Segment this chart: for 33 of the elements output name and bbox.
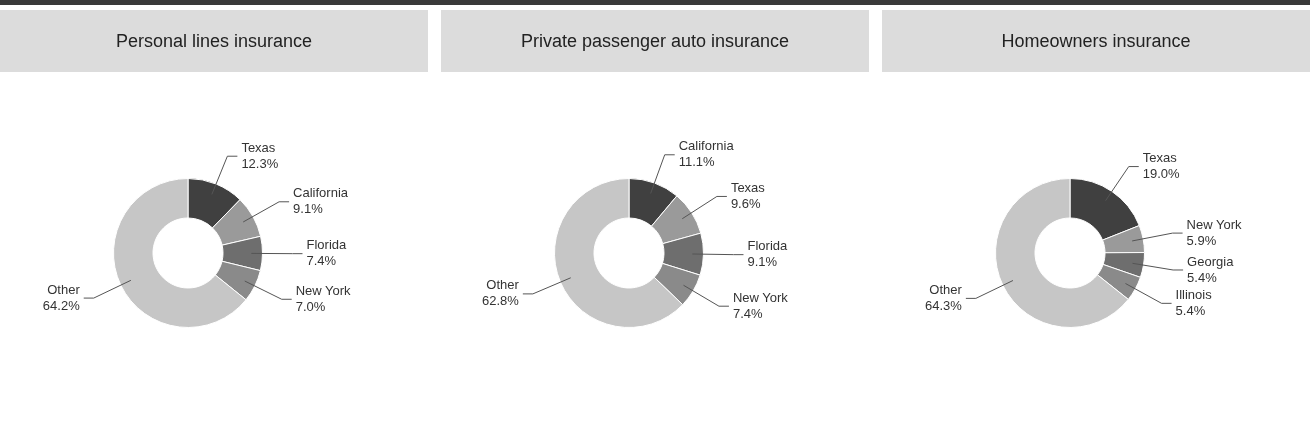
slice-label: Florida: [306, 237, 347, 253]
slice-label: Other: [486, 277, 520, 293]
data-label: 19.0%: [1142, 166, 1181, 182]
data-label: 5.9%: [1186, 232, 1217, 248]
data-label: 9.1%: [293, 201, 324, 217]
chart-title: Homeowners insurance: [882, 10, 1310, 72]
slice-label: Texas: [241, 139, 276, 155]
slice-label: Other: [929, 281, 963, 297]
slice-label: Georgia: [1187, 253, 1235, 269]
slice-label: Texas: [730, 180, 766, 196]
slice-label: New York: [732, 289, 789, 305]
chart-title: Private passenger auto insurance: [441, 10, 869, 72]
data-label: 7.0%: [295, 298, 326, 314]
slice-label: Florida: [747, 238, 788, 254]
data-label: 12.3%: [241, 155, 279, 171]
data-label: 9.6%: [730, 196, 761, 212]
slice-label: California: [678, 138, 735, 154]
slice-label: New York: [1186, 216, 1243, 232]
slice-label: California: [293, 185, 349, 201]
data-label: 64.3%: [924, 297, 963, 313]
slice-label: Texas: [1142, 150, 1178, 166]
data-label: 62.8%: [481, 293, 520, 309]
data-label: 64.2%: [42, 297, 81, 313]
data-label: 5.4%: [1187, 269, 1218, 285]
slice-label: Illinois: [1175, 286, 1213, 302]
data-label: 11.1%: [678, 154, 716, 170]
data-label: 7.4%: [306, 253, 337, 269]
slice-label: New York: [295, 282, 352, 298]
slice-label: Other: [47, 281, 81, 297]
data-label: 7.4%: [732, 305, 764, 321]
chart-title: Personal lines insurance: [0, 10, 428, 72]
data-label: 5.4%: [1175, 302, 1206, 318]
data-label: 9.1%: [747, 254, 778, 270]
